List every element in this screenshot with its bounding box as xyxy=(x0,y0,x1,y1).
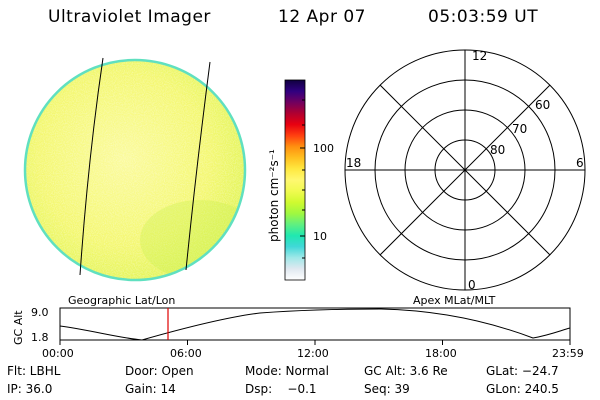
colorbar-tick-label: 100 xyxy=(313,142,334,155)
disk-edge xyxy=(23,58,247,282)
colorbar-label: photon cm⁻²s⁻¹ xyxy=(267,149,281,242)
y-tick-label: 1.8 xyxy=(31,331,49,344)
y-axis-label: GC Alt xyxy=(12,310,25,345)
date-label: 12 Apr 07 xyxy=(278,7,366,27)
glat-info: GLat: −24.7 xyxy=(486,364,559,378)
longitude-line xyxy=(185,61,211,271)
geo-panel-label: Geographic Lat/Lon xyxy=(68,294,175,307)
earth-disk-image xyxy=(23,57,247,282)
time-label: 05:03:59 UT xyxy=(428,7,539,27)
x-tick-label: 23:59 xyxy=(552,347,584,360)
x-tick-label: 18:00 xyxy=(425,347,457,360)
colorbar-tick-label: 10 xyxy=(313,230,327,243)
mlat-label-60: 60 xyxy=(535,98,550,112)
mlat-label-80: 80 xyxy=(490,143,505,157)
filter-info: Flt: LBHL xyxy=(7,364,61,378)
mlat-label-70: 70 xyxy=(512,122,527,136)
altitude-curve xyxy=(59,308,571,341)
door-info: Door: Open xyxy=(125,364,194,378)
x-tick-label: 00:00 xyxy=(42,347,74,360)
gc-alt-info: GC Alt: 3.6 Re xyxy=(364,364,448,378)
x-tick-label: 12:00 xyxy=(297,347,329,360)
longitude-line xyxy=(79,57,104,276)
gain-info: Gain: 14 xyxy=(125,382,176,396)
mlt-label-6: 6 xyxy=(576,156,584,170)
mode-info: Mode: Normal xyxy=(245,364,329,378)
mlt-label-18: 18 xyxy=(346,156,361,170)
mlt-label-0: 0 xyxy=(468,278,476,292)
orbit-altitude-plot: 9.0 1.8 GC Alt 00:00 06:00 12:00 18:00 2… xyxy=(12,306,584,360)
ip-info: IP: 36.0 xyxy=(7,382,53,396)
y-tick-label: 9.0 xyxy=(31,306,49,319)
colorbar: 100 10 photon cm⁻²s⁻¹ xyxy=(267,79,334,281)
seq-info: Seq: 39 xyxy=(364,382,410,396)
glon-info: GLon: 240.5 xyxy=(486,382,559,396)
polar-plot xyxy=(344,49,586,291)
mlt-label-12: 12 xyxy=(472,49,487,63)
x-tick-label: 06:00 xyxy=(170,347,202,360)
app-title: Ultraviolet Imager xyxy=(48,7,211,27)
dsp-info: Dsp: −0.1 xyxy=(245,382,317,396)
polar-panel-label: Apex MLat/MLT xyxy=(413,294,496,307)
